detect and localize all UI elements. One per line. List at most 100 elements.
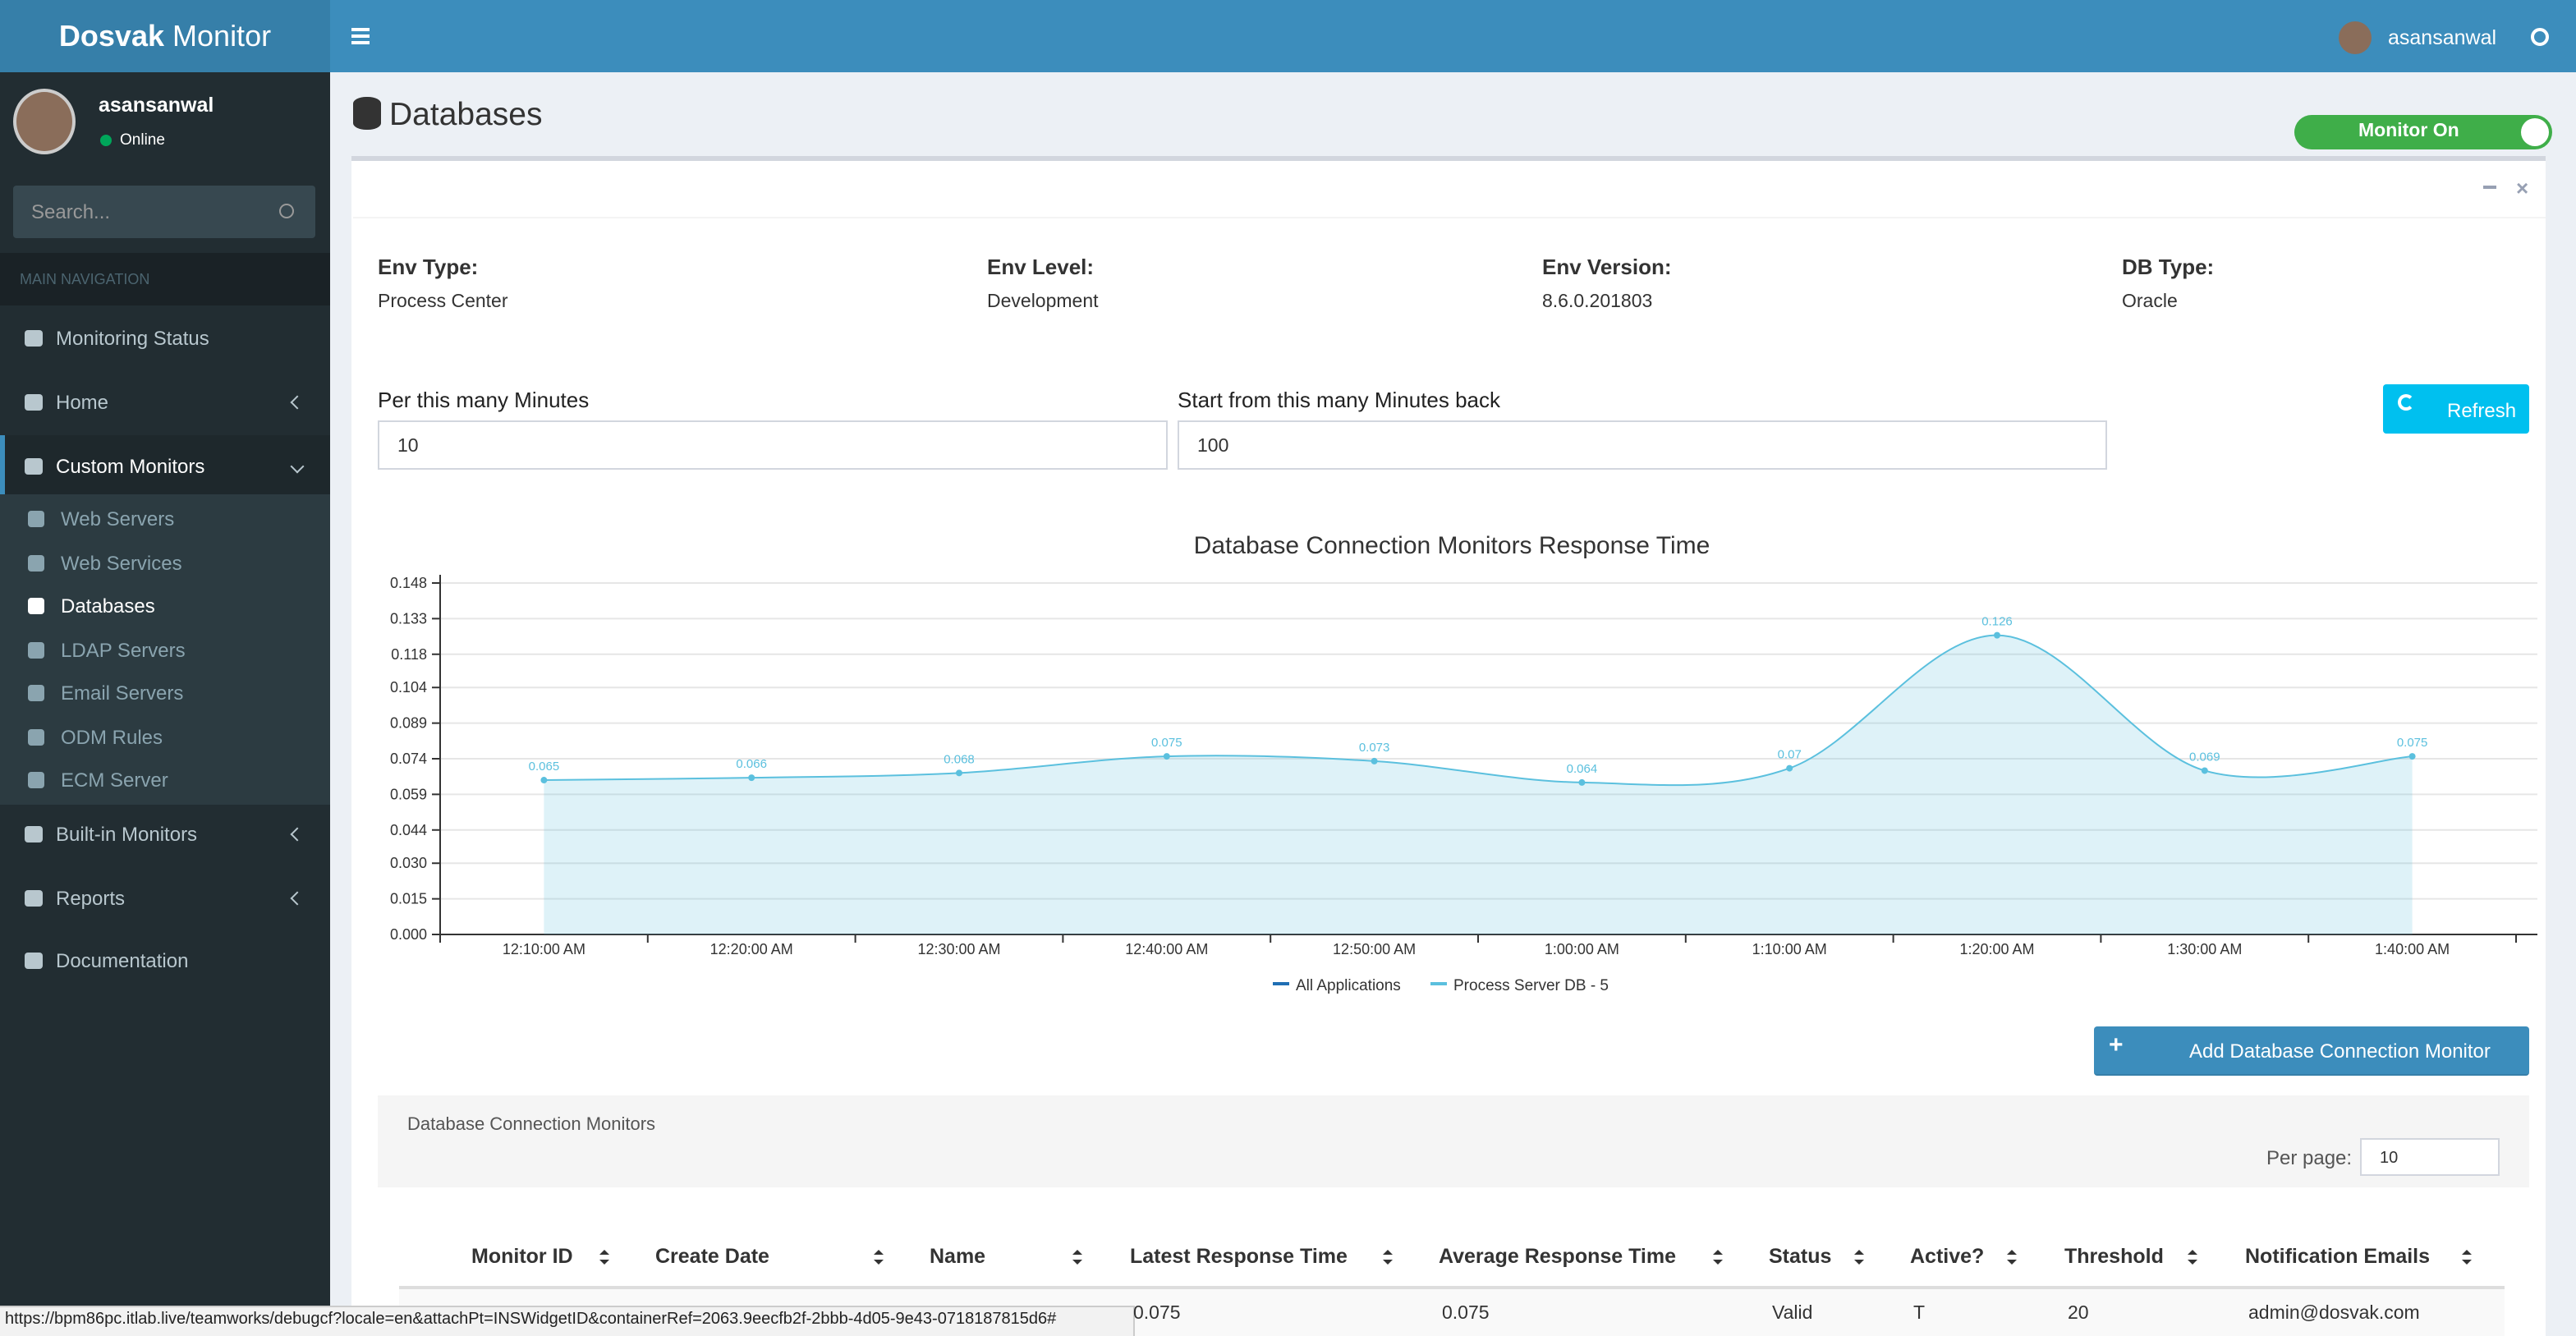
field-input[interactable]: 100 xyxy=(1178,420,2107,470)
x-tick-label: 1:40:00 AM xyxy=(2375,941,2450,957)
value-label: 0.07 xyxy=(1778,748,1802,762)
sort-up xyxy=(1854,1250,1864,1255)
refresh-icon xyxy=(2398,394,2414,411)
field-label: Start from this many Minutes back xyxy=(1178,388,1501,412)
collapse-button[interactable] xyxy=(2483,186,2496,189)
y-tick-label: 0.148 xyxy=(390,575,427,591)
sidebar-user: asansanwal xyxy=(99,94,214,117)
column-header[interactable]: Status xyxy=(1769,1245,1832,1268)
legend-label: Process Server DB - 5 xyxy=(1453,977,1609,994)
x-tick-label: 12:10:00 AM xyxy=(503,941,585,957)
sort-down xyxy=(2462,1260,2472,1265)
point xyxy=(1786,764,1793,772)
search-icon[interactable] xyxy=(279,204,294,218)
area xyxy=(544,635,2413,934)
submenu-item[interactable]: Web Servers xyxy=(61,507,175,530)
column-header[interactable]: Active? xyxy=(1910,1245,1985,1268)
column-header[interactable]: Threshold xyxy=(2064,1245,2164,1268)
close-button[interactable]: × xyxy=(2516,176,2529,200)
value-label: 0.068 xyxy=(944,752,975,766)
value-label: 0.073 xyxy=(1359,741,1390,755)
menu-item[interactable]: Monitoring Status xyxy=(56,327,209,350)
column-header[interactable]: Name xyxy=(930,1245,986,1268)
column-header[interactable]: Create Date xyxy=(655,1245,769,1268)
header-user[interactable]: asansanwal xyxy=(2388,26,2497,49)
submenu-icon xyxy=(28,728,44,745)
menu-item[interactable]: Built-in Monitors xyxy=(56,823,198,846)
point xyxy=(748,774,755,782)
menu-item[interactable]: Home xyxy=(56,391,109,414)
database-icon xyxy=(353,97,381,130)
monitor-toggle[interactable] xyxy=(2294,115,2552,149)
chart-title: Database Connection Monitors Response Ti… xyxy=(1194,532,1710,559)
settings-icon[interactable] xyxy=(2531,28,2549,46)
x-tick-label: 12:40:00 AM xyxy=(1125,941,1208,957)
table-toolbar xyxy=(378,1095,2529,1187)
toggle-label: Monitor On xyxy=(2358,122,2459,141)
x-tick-label: 12:50:00 AM xyxy=(1333,941,1416,957)
header-avatar xyxy=(2339,21,2372,54)
search-box[interactable] xyxy=(13,186,315,238)
value-label: 0.126 xyxy=(1981,615,2013,629)
submenu-icon xyxy=(28,598,44,614)
brand-suffix: Monitor xyxy=(172,20,272,53)
env-value: Oracle xyxy=(2122,292,2178,312)
sort-up xyxy=(874,1250,884,1255)
chart: Database Connection Monitors Response Ti… xyxy=(390,532,2537,994)
env-label: DB Type: xyxy=(2122,255,2215,279)
add-monitor-button[interactable] xyxy=(2094,1026,2529,1076)
menu-item[interactable]: Custom Monitors xyxy=(56,455,205,478)
menu-icon xyxy=(25,458,43,475)
menu-icon xyxy=(25,890,43,907)
toggle-knob xyxy=(2521,118,2549,146)
y-tick-label: 0.030 xyxy=(390,855,427,871)
status-url: https://bpm86pc.itlab.live/teamworks/deb… xyxy=(5,1311,1057,1329)
menu-toggle[interactable] xyxy=(351,28,370,31)
sort-down xyxy=(599,1260,609,1265)
submenu-item[interactable]: ECM Server xyxy=(61,769,168,792)
x-tick-label: 1:30:00 AM xyxy=(2167,941,2242,957)
value-label: 0.065 xyxy=(529,760,560,774)
column-header[interactable]: Latest Response Time xyxy=(1130,1245,1348,1268)
point xyxy=(1163,753,1170,760)
page-title: Databases xyxy=(389,97,543,133)
column-header[interactable]: Monitor ID xyxy=(471,1245,573,1268)
column-header[interactable]: Average Response Time xyxy=(1439,1245,1677,1268)
submenu-item[interactable]: ODM Rules xyxy=(61,725,163,748)
env-value: 8.6.0.201803 xyxy=(1542,292,1653,312)
legend-label: All Applications xyxy=(1296,977,1401,994)
per-page-label: Per page: xyxy=(2266,1146,2353,1169)
table-header-border xyxy=(399,1286,2505,1289)
menu-icon xyxy=(25,953,43,969)
y-tick-label: 0.044 xyxy=(390,822,427,838)
submenu-item[interactable]: Databases xyxy=(61,595,155,617)
env-label: Env Version: xyxy=(1542,255,1672,279)
table-cell: Valid xyxy=(1772,1304,1813,1324)
value-label: 0.075 xyxy=(1151,736,1182,750)
menu-item[interactable]: Documentation xyxy=(56,949,189,972)
submenu-item[interactable]: LDAP Servers xyxy=(61,638,186,661)
menu-item[interactable]: Reports xyxy=(56,887,126,910)
per-page-input[interactable]: 10 xyxy=(2360,1138,2500,1176)
section-header xyxy=(0,253,330,305)
sort-down xyxy=(2188,1260,2197,1265)
brand[interactable]: Dosvak Monitor xyxy=(0,0,330,72)
y-tick-label: 0.089 xyxy=(390,715,427,732)
menu-icon xyxy=(25,826,43,842)
field-input[interactable]: 10 xyxy=(378,420,1168,470)
point xyxy=(1578,778,1586,786)
menu-active-bg xyxy=(0,435,330,494)
submenu-icon xyxy=(28,685,44,701)
value-label: 0.064 xyxy=(1567,762,1598,776)
submenu-item[interactable]: Email Servers xyxy=(61,682,184,705)
status-bar xyxy=(0,1306,1135,1336)
x-tick-label: 1:00:00 AM xyxy=(1545,941,1619,957)
submenu-item[interactable]: Web Services xyxy=(61,551,182,574)
menu-icon xyxy=(25,330,43,347)
submenu-icon xyxy=(28,554,44,571)
column-header[interactable]: Notification Emails xyxy=(2245,1245,2431,1268)
x-tick-label: 1:10:00 AM xyxy=(1752,941,1827,957)
add-monitor-label: Add Database Connection Monitor xyxy=(2189,1040,2491,1063)
submenu-bg xyxy=(0,494,330,805)
sort-down xyxy=(1383,1260,1393,1265)
